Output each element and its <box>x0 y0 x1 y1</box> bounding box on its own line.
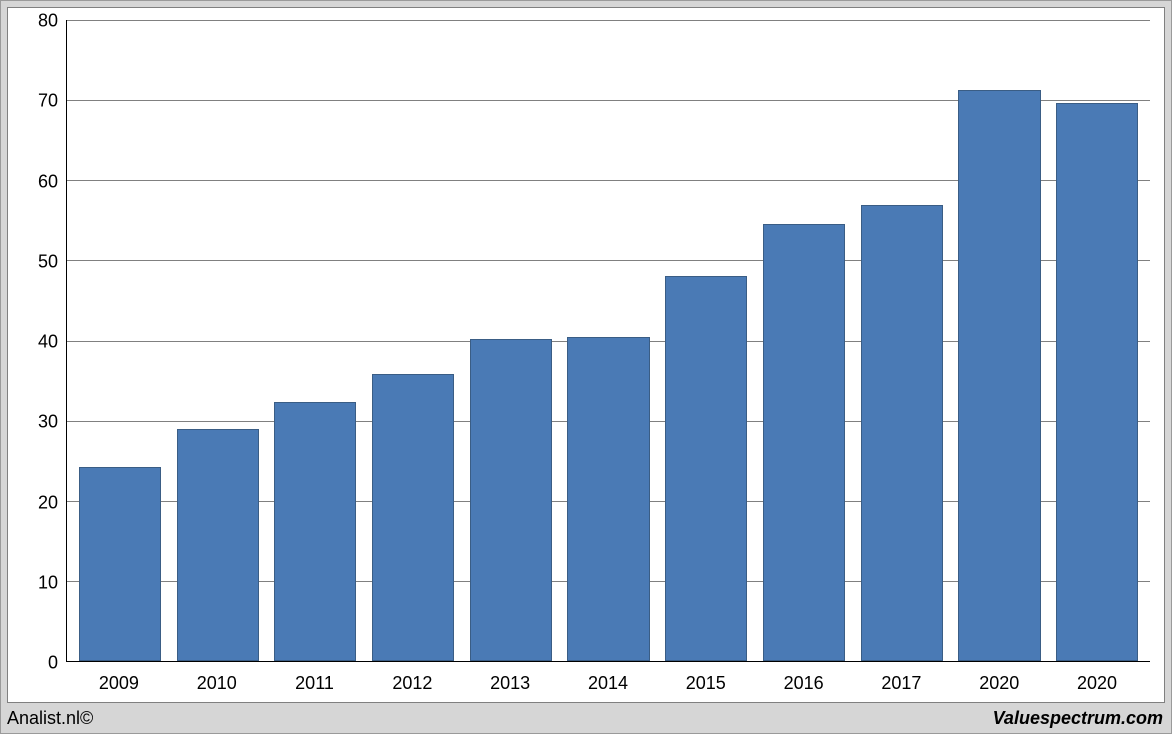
bar-slot <box>951 20 1049 661</box>
x-tick-label: 2020 <box>1048 673 1146 694</box>
x-tick-label: 2009 <box>70 673 168 694</box>
bar <box>372 374 454 661</box>
bar-slot <box>266 20 364 661</box>
bars-container <box>67 20 1150 661</box>
bar <box>861 205 943 661</box>
bar-slot <box>755 20 853 661</box>
x-tick-label: 2012 <box>363 673 461 694</box>
bar-slot <box>364 20 462 661</box>
bar <box>274 402 356 661</box>
bar-slot <box>560 20 658 661</box>
y-tick-label: 50 <box>8 251 58 272</box>
x-tick-label: 2014 <box>559 673 657 694</box>
x-tick-label: 2013 <box>461 673 559 694</box>
y-tick-label: 60 <box>8 171 58 192</box>
bar <box>763 224 845 661</box>
chart-frame: 01020304050607080 2009201020112012201320… <box>0 0 1172 734</box>
x-axis-labels: 2009201020112012201320142015201620172020… <box>66 673 1150 694</box>
bar <box>177 429 259 661</box>
x-tick-label: 2020 <box>950 673 1048 694</box>
y-tick-label: 10 <box>8 572 58 593</box>
x-tick-label: 2011 <box>266 673 364 694</box>
y-tick-label: 30 <box>8 412 58 433</box>
y-tick-label: 70 <box>8 91 58 112</box>
bar-slot <box>462 20 560 661</box>
bar <box>470 339 552 661</box>
bar <box>567 337 649 661</box>
bar-slot <box>853 20 951 661</box>
bar-slot <box>71 20 169 661</box>
bar <box>1056 103 1138 661</box>
x-tick-label: 2016 <box>755 673 853 694</box>
footer-right-credit: Valuespectrum.com <box>993 708 1163 729</box>
x-tick-label: 2010 <box>168 673 266 694</box>
y-tick-label: 0 <box>8 653 58 674</box>
bar <box>665 276 747 661</box>
y-tick-label: 20 <box>8 492 58 513</box>
plot-area <box>66 20 1150 662</box>
bar <box>79 467 161 661</box>
y-tick-label: 80 <box>8 11 58 32</box>
x-tick-label: 2015 <box>657 673 755 694</box>
x-tick-label: 2017 <box>853 673 951 694</box>
bar-slot <box>657 20 755 661</box>
bar-slot <box>1048 20 1146 661</box>
chart-inner: 01020304050607080 2009201020112012201320… <box>7 7 1165 703</box>
bar <box>958 90 1040 661</box>
footer-left-credit: Analist.nl© <box>7 708 93 729</box>
y-tick-label: 40 <box>8 332 58 353</box>
bar-slot <box>169 20 267 661</box>
